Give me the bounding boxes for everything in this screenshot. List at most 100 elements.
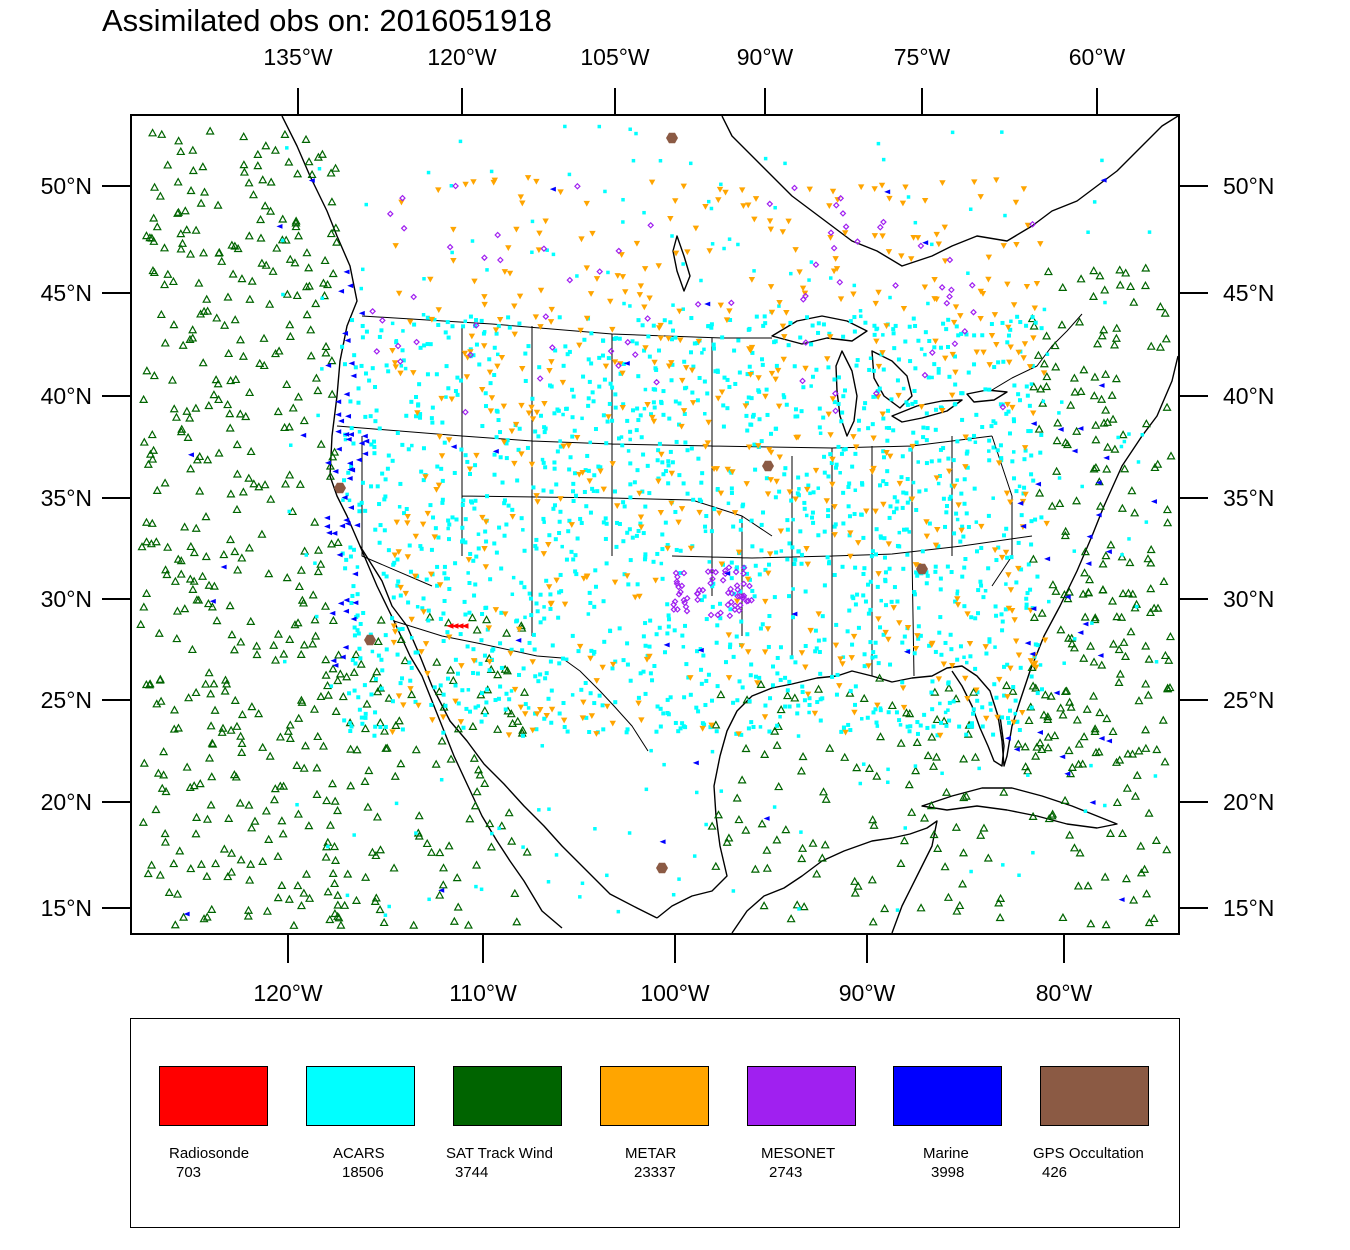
acars-marker — [752, 269, 756, 273]
metar-marker — [848, 655, 855, 661]
metar-marker — [951, 483, 958, 490]
metar-marker — [1037, 241, 1044, 247]
metar-marker — [568, 522, 575, 528]
sat-wind-marker — [196, 198, 206, 207]
acars-marker — [711, 346, 716, 351]
acars-marker — [1033, 517, 1038, 522]
sat-wind-marker — [762, 863, 772, 872]
metar-marker — [985, 276, 992, 283]
sat-wind-marker — [1037, 608, 1047, 617]
acars-marker — [642, 557, 647, 562]
metar-marker — [1033, 280, 1041, 287]
sat-wind-marker — [343, 869, 353, 878]
metar-marker — [869, 468, 876, 475]
acars-marker — [999, 612, 1004, 617]
acars-marker — [391, 595, 396, 600]
acars-marker — [644, 787, 649, 792]
acars-marker — [372, 439, 377, 444]
sat-wind-marker — [472, 860, 482, 869]
acars-marker — [370, 649, 375, 654]
metar-marker — [807, 627, 814, 634]
acars-marker — [554, 853, 559, 857]
acars-marker — [731, 654, 736, 659]
acars-marker — [875, 326, 880, 331]
acars-marker — [320, 367, 324, 371]
legend-item-metar[interactable]: METAR 23337 — [600, 1019, 760, 1227]
acars-marker — [873, 707, 878, 712]
acars-marker — [739, 732, 744, 737]
acars-marker — [857, 428, 861, 432]
sat-wind-marker — [482, 615, 492, 624]
sat-wind-marker — [1089, 691, 1099, 700]
metar-marker — [912, 646, 920, 652]
acars-marker — [707, 560, 712, 564]
marine-marker — [344, 338, 351, 343]
sat-wind-marker — [1100, 872, 1110, 881]
acars-marker — [840, 564, 845, 569]
acars-marker — [588, 691, 593, 696]
sat-wind-marker — [301, 869, 311, 878]
metar-marker — [655, 263, 662, 270]
sat-wind-marker — [1086, 641, 1096, 650]
acars-marker — [373, 724, 378, 729]
acars-marker — [834, 622, 839, 627]
acars-marker — [425, 372, 430, 377]
acars-marker — [534, 546, 539, 551]
acars-marker — [320, 296, 325, 300]
marine-marker — [339, 523, 346, 529]
legend-item-acars[interactable]: ACARS 18506 — [306, 1019, 466, 1227]
acars-marker — [526, 344, 531, 349]
legend-item-gps-occultation[interactable]: GPS Occultation 426 — [1033, 1019, 1200, 1227]
acars-marker — [341, 498, 345, 502]
left-tick — [102, 185, 130, 187]
acars-marker — [810, 515, 815, 520]
metar-marker — [708, 722, 715, 729]
map-area[interactable] — [130, 114, 1180, 935]
sat-wind-marker — [192, 812, 202, 821]
acars-marker — [737, 679, 742, 684]
sat-wind-marker — [321, 852, 331, 861]
sat-wind-marker — [1062, 686, 1072, 695]
sat-wind-marker — [328, 664, 338, 673]
acars-marker — [790, 545, 795, 550]
metar-marker — [851, 709, 858, 716]
sat-wind-marker — [248, 190, 258, 199]
sat-wind-marker — [318, 741, 329, 750]
acars-marker — [665, 697, 670, 702]
acars-marker — [907, 324, 912, 329]
sat-wind-marker — [513, 716, 523, 725]
acars-marker — [1000, 130, 1004, 134]
acars-marker — [643, 621, 648, 626]
acars-marker — [1029, 705, 1034, 710]
acars-marker — [947, 496, 952, 501]
sat-wind-marker — [821, 794, 831, 803]
acars-marker — [557, 315, 562, 320]
right-tick — [1180, 497, 1208, 499]
acars-marker — [351, 441, 356, 446]
top-tick — [921, 88, 923, 114]
legend-item-sat-track-wind[interactable]: SAT Track Wind 3744 — [446, 1019, 613, 1227]
sat-wind-marker — [142, 537, 152, 546]
legend-item-radiosonde[interactable]: Radiosonde 703 — [159, 1019, 319, 1227]
legend-item-mesonet[interactable]: MESONET 2743 — [747, 1019, 907, 1227]
acars-marker — [886, 767, 890, 772]
sat-wind-marker — [782, 691, 793, 700]
sat-wind-marker — [1108, 726, 1118, 736]
legend-item-marine[interactable]: Marine 3998 — [893, 1019, 1053, 1227]
acars-marker — [295, 802, 299, 807]
metar-marker — [431, 534, 438, 541]
sat-wind-marker — [912, 737, 922, 746]
acars-marker — [826, 514, 831, 519]
acars-marker — [822, 470, 827, 475]
marine-marker — [1150, 499, 1157, 504]
acars-marker — [940, 771, 944, 776]
acars-marker — [908, 359, 913, 364]
sat-wind-marker — [1089, 657, 1099, 666]
acars-marker — [924, 488, 928, 492]
sat-wind-marker — [211, 859, 221, 868]
metar-marker — [776, 299, 783, 306]
acars-marker — [891, 331, 896, 336]
metar-marker — [1019, 709, 1026, 716]
metar-marker — [545, 541, 552, 548]
acars-marker — [1013, 698, 1018, 703]
